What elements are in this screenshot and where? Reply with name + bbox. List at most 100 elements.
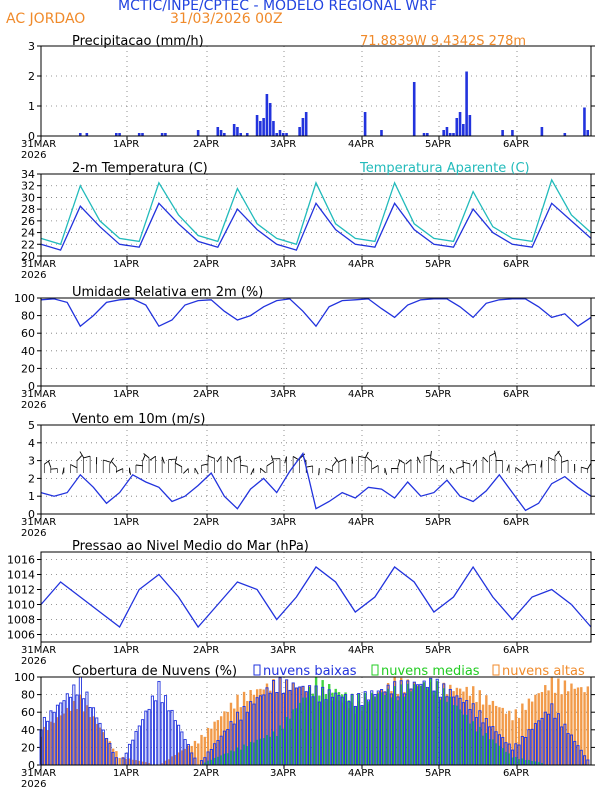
panel-title-apparent-temp: Temperatura Aparente (C) [359, 161, 530, 176]
y-tick-label: 4 [28, 437, 35, 450]
wind-barb [358, 455, 366, 459]
x-tick-label: 1APR [113, 517, 139, 528]
y-tick-label: 24 [21, 227, 35, 240]
y-tick-label: 0 [28, 380, 35, 393]
wind-barb [260, 467, 266, 474]
precip-bar [445, 127, 449, 136]
wind-barb [398, 459, 405, 464]
high-cloud-bar [216, 720, 220, 765]
x-tick-label: 4APR [348, 768, 374, 779]
mid-cloud-bar [396, 700, 400, 765]
wind-barb [423, 454, 432, 457]
mid-cloud-bar [246, 746, 249, 765]
high-cloud-bar [488, 704, 491, 765]
mid-cloud-bar [337, 692, 341, 765]
x-tick-label: 3APR [270, 768, 296, 779]
precip-bar [78, 133, 82, 136]
mid-cloud-bar [275, 735, 279, 765]
y-tick-label: 100 [14, 292, 35, 305]
high-cloud-bar [82, 711, 85, 765]
wind-barb [528, 463, 536, 466]
x-tick-label: 3APR [270, 517, 296, 528]
precip-bar [426, 133, 429, 136]
wind-barb [430, 458, 438, 462]
low-cloud-bar [144, 710, 148, 766]
wind-barb [438, 464, 445, 471]
high-cloud-bar [210, 728, 213, 765]
precip-bar [268, 103, 272, 136]
precip-bar [540, 127, 544, 136]
mid-cloud-bar [216, 756, 220, 765]
x-tick-label: 31MAR [21, 517, 56, 528]
high-cloud-bar [177, 752, 180, 765]
high-cloud-bar [255, 689, 259, 765]
mid-cloud-bar [432, 691, 436, 765]
mid-cloud-bar [383, 695, 387, 765]
mid-cloud-bar [298, 702, 301, 765]
precip-bar [448, 133, 452, 136]
precip-bar [160, 133, 164, 136]
mid-cloud-bar [419, 685, 423, 765]
high-cloud-bar [62, 713, 66, 765]
wind-barb [70, 464, 77, 469]
x-tick-label: 2APR [193, 517, 219, 528]
x-tick-label: 6APR [503, 768, 529, 779]
y-tick-label: 80 [21, 689, 35, 702]
precip-bar [272, 121, 275, 136]
y-tick-label: 1010 [7, 599, 35, 612]
panel-title-clouds: Cobertura de Nuvens (%) [72, 664, 237, 679]
high-cloud-bar [534, 694, 537, 765]
wind-barb [366, 456, 372, 463]
wind-barb [581, 466, 589, 470]
y-tick-label: 80 [21, 310, 35, 323]
precip-bar [452, 133, 455, 136]
legend-low-clouds: nuvens baixas [263, 664, 357, 679]
high-cloud-bar [229, 702, 233, 765]
panel-title-precip: Precipitacao (mm/h) [72, 34, 204, 49]
high-cloud-bar [180, 750, 184, 765]
mid-cloud-bar [219, 755, 223, 765]
mid-cloud-bar [334, 688, 337, 765]
mid-cloud-bar [393, 686, 396, 765]
high-cloud-bar [52, 722, 56, 765]
wind-barb [384, 467, 387, 475]
mid-cloud-bar [465, 714, 468, 765]
mid-cloud-bar [403, 696, 406, 765]
high-cloud-bar [118, 757, 121, 765]
high-cloud-bar [134, 760, 138, 765]
wind-barb [456, 465, 464, 470]
wind-speed-line [40, 451, 592, 512]
x-tick-label: 5APR [425, 389, 451, 400]
wind-barb [462, 461, 470, 465]
mid-cloud-bar [524, 759, 527, 765]
panel-title-humidity: Umidade Relativa em 2m (%) [72, 285, 263, 300]
precip-bar [118, 133, 121, 136]
mid-cloud-bar [249, 741, 252, 765]
y-tick-label: 34 [21, 168, 35, 181]
wind-barb [83, 455, 91, 459]
low-cloud-bar [157, 680, 161, 766]
x-tick-label: 4APR [348, 389, 374, 400]
y-tick-label: 1 [28, 100, 35, 113]
wind-barb [227, 456, 233, 463]
high-cloud-bar [66, 707, 69, 765]
high-cloud-bar [494, 705, 498, 765]
x-tick-label: 4APR [348, 645, 374, 656]
high-cloud-bar [580, 687, 583, 765]
x-year-label: 2026 [21, 400, 46, 411]
wind-barb [207, 455, 215, 459]
legend-low-clouds-swatch [253, 664, 261, 676]
mid-cloud-bar [406, 683, 409, 765]
high-cloud-bar [69, 710, 72, 765]
mid-cloud-bar [527, 759, 531, 765]
x-tick-label: 6APR [503, 645, 529, 656]
wind-barb [525, 460, 530, 468]
wind-barb [305, 465, 313, 468]
high-cloud-bar [249, 690, 252, 765]
x-year-label: 2026 [21, 270, 46, 281]
high-cloud-bar [537, 693, 540, 765]
mid-cloud-bar [370, 692, 373, 765]
high-cloud-bar [164, 760, 167, 765]
wind-barb [338, 458, 346, 463]
